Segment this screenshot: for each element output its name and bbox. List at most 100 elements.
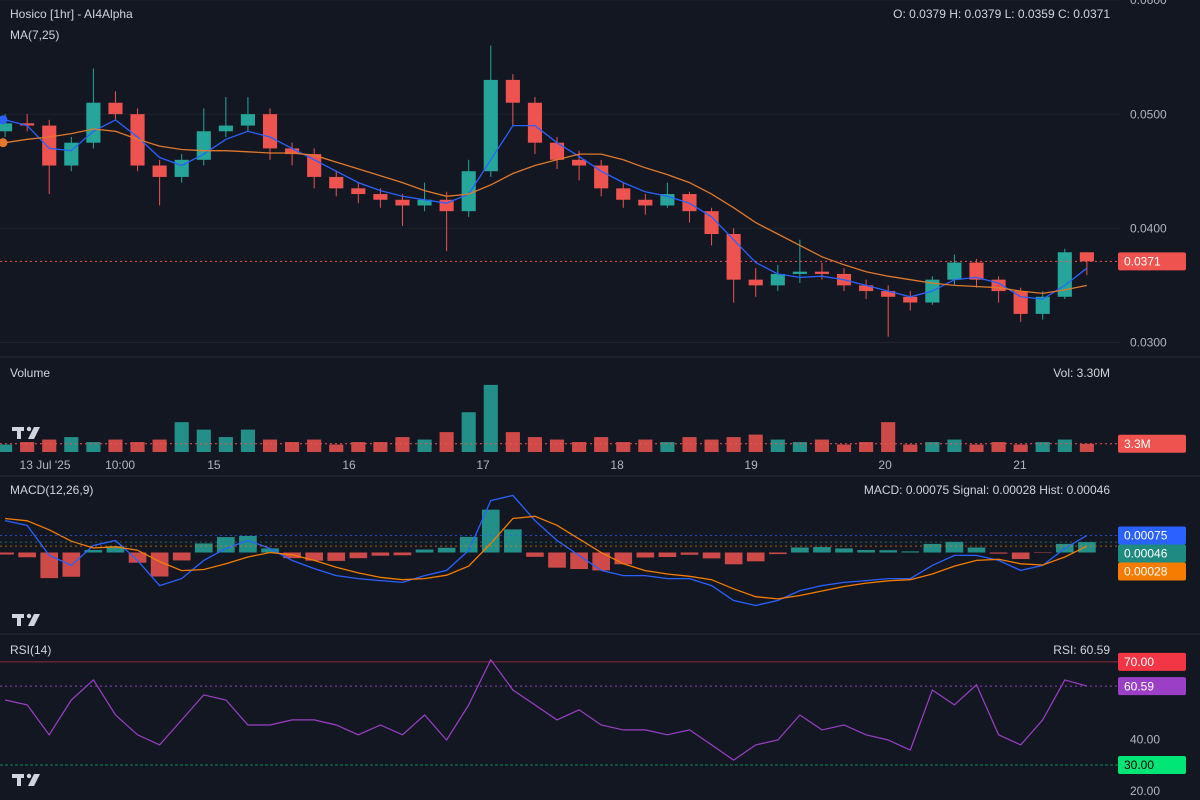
candle-body — [395, 199, 410, 206]
x-tick-label: 21 — [1013, 458, 1027, 472]
indicator-label: MA(7,25) — [10, 28, 59, 42]
histogram-bar — [548, 552, 566, 568]
volume-bar — [395, 437, 410, 452]
volume-bar — [726, 437, 741, 452]
volume-bar — [947, 439, 962, 452]
value-label-box — [1118, 434, 1186, 453]
volume-bar — [1013, 444, 1028, 452]
ma-marker — [0, 115, 8, 125]
histogram-bar — [945, 541, 964, 553]
histogram-bar — [1078, 542, 1096, 553]
x-tick-label: 17 — [476, 458, 490, 472]
volume-bar — [859, 442, 874, 452]
histogram-bar — [393, 552, 412, 556]
value-label: 0.0371 — [1124, 255, 1161, 269]
candle-body — [417, 199, 432, 206]
volume-bar — [351, 442, 366, 452]
ma-marker — [0, 138, 8, 148]
histogram-bar — [194, 543, 213, 553]
y-tick-label: 40.00 — [1130, 732, 1160, 746]
value-label: 3.3M — [1124, 437, 1151, 451]
candle-body — [439, 199, 454, 212]
histogram-bar — [172, 552, 191, 561]
value-label-box — [1118, 677, 1186, 696]
candle-body — [991, 279, 1006, 292]
candle-body — [947, 262, 962, 280]
histogram-bar — [327, 552, 346, 561]
candle-body — [20, 123, 35, 126]
histogram-bar — [526, 552, 544, 557]
volume-bar — [527, 437, 543, 452]
candle-body — [505, 79, 520, 103]
histogram-bar — [504, 529, 522, 553]
moving-average — [5, 128, 1088, 295]
value-label: 0.00046 — [1124, 547, 1168, 561]
candle-body — [616, 188, 631, 200]
y-tick-label: 0.0600 — [1130, 0, 1167, 7]
histogram-bar — [592, 552, 611, 571]
value-label-box — [1118, 652, 1186, 671]
panel-title: Volume — [10, 366, 50, 380]
candle-body — [307, 154, 322, 177]
volume-bar — [770, 439, 785, 452]
candle-body — [218, 125, 233, 132]
histogram-bar — [437, 547, 456, 553]
value-label-box — [1118, 252, 1186, 271]
volume-bar — [373, 442, 388, 452]
candle-body — [1013, 291, 1028, 314]
candle-body — [373, 194, 388, 200]
macd-line — [4, 494, 1088, 607]
histogram-bar — [84, 550, 103, 553]
macd-line — [5, 515, 1088, 600]
volume-bar — [836, 444, 852, 452]
volume-bar — [20, 442, 35, 452]
candle-body — [969, 262, 984, 280]
marks-layer — [0, 45, 1120, 761]
y-tick-label: 0.0300 — [1130, 336, 1167, 350]
value-label-box — [1118, 562, 1186, 581]
candle-body — [108, 102, 123, 115]
histogram-bar — [724, 552, 743, 565]
candle-body — [461, 171, 476, 212]
value-label: 0.00028 — [1124, 565, 1168, 579]
ohlc-legend: O: 0.0379 H: 0.0379 L: 0.0359 C: 0.0371 — [893, 7, 1110, 21]
histogram-bar — [614, 552, 633, 565]
candle-body — [638, 199, 653, 206]
value-label: 30.00 — [1124, 758, 1154, 772]
volume-bar — [262, 439, 278, 452]
value-label: 70.00 — [1124, 655, 1154, 669]
candle-body — [1079, 252, 1094, 262]
x-tick-label: 15 — [207, 458, 221, 472]
volume-bar — [483, 384, 498, 452]
candle-body — [814, 271, 830, 274]
candle-body — [86, 102, 101, 143]
volume-bar — [1035, 442, 1050, 452]
volume-bar — [903, 444, 918, 452]
value-label-box — [1118, 526, 1186, 545]
volume-bar — [218, 437, 233, 452]
histogram-bar — [879, 550, 898, 553]
histogram-bar — [18, 552, 36, 558]
candle-body — [770, 273, 785, 286]
candle-body — [903, 296, 918, 303]
candle-body — [152, 165, 167, 177]
candle-body — [240, 114, 255, 126]
candle-body — [262, 114, 278, 149]
candle-body — [1057, 252, 1072, 297]
volume-bar — [329, 444, 344, 452]
panel-legend: Vol: 3.30M — [1053, 366, 1110, 380]
volume-bar — [152, 439, 167, 452]
volume-bar — [792, 442, 807, 452]
panel-title: MACD(12,26,9) — [10, 483, 93, 497]
histogram-bar — [1011, 552, 1030, 560]
candle-body — [351, 188, 366, 195]
candle-body — [196, 131, 211, 160]
x-tick-label: 10:00 — [105, 458, 135, 472]
histogram-bar — [349, 552, 368, 559]
histogram-bar — [40, 552, 59, 579]
candle-body — [881, 291, 896, 297]
volume-bar — [814, 439, 830, 452]
histogram-bar — [835, 548, 853, 553]
value-label: 60.59 — [1124, 679, 1154, 693]
